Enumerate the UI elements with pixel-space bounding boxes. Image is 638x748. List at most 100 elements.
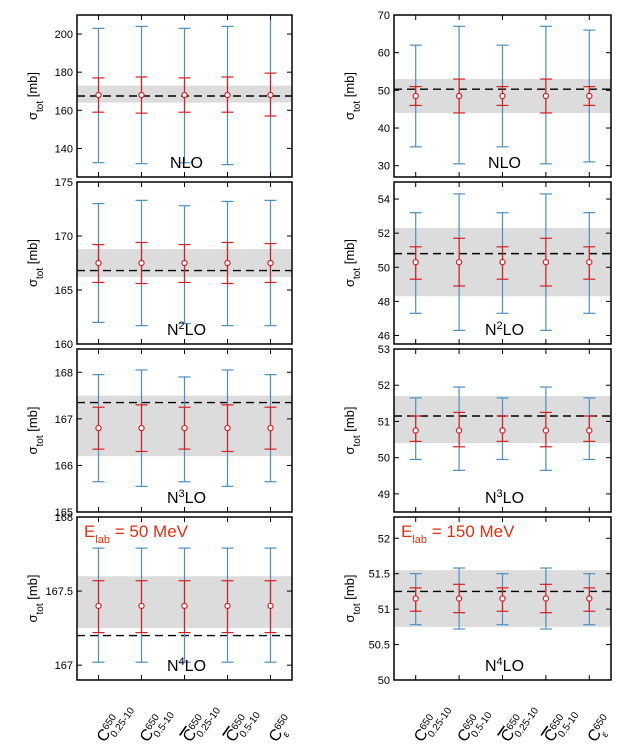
central-value-point — [586, 258, 593, 266]
central-value-point — [412, 258, 419, 266]
order-label: N3LO — [485, 488, 524, 507]
central-value-point — [267, 602, 274, 610]
order-label: N4LO — [485, 656, 524, 675]
energy-label: Elab = 50 MeV — [84, 522, 189, 546]
x-category-overline — [541, 726, 548, 736]
order-label-sup: 3 — [179, 488, 185, 500]
order-label-base: N — [485, 658, 497, 675]
order-label-sup: 4 — [179, 656, 185, 668]
y-tick-label: 54 — [378, 194, 390, 206]
order-label-rest: LO — [503, 322, 524, 339]
order-label-base: N — [488, 155, 500, 172]
y-axis-label-sub: tot — [352, 603, 363, 614]
order-label-rest: LO — [500, 155, 521, 172]
central-value-point — [586, 92, 593, 100]
central-value-point — [95, 259, 102, 267]
y-tick-label: 60 — [378, 48, 390, 60]
order-label-rest: LO — [503, 490, 524, 507]
y-tick-label: 70 — [378, 10, 390, 22]
y-tick-label: 50.5 — [369, 640, 390, 652]
central-value-point — [267, 259, 274, 267]
central-value-point — [542, 427, 550, 434]
y-axis-label-unit: [mb] — [25, 574, 40, 603]
y-tick-label: 167 — [55, 414, 73, 426]
y-axis-label-sub: tot — [35, 268, 46, 279]
y-axis-label-symbol: σ — [342, 112, 357, 120]
y-axis-label-symbol: σ — [25, 447, 40, 455]
energy-label-value: = 150 MeV — [427, 522, 515, 541]
order-label-base: N — [167, 490, 179, 507]
order-label: NLO — [170, 155, 203, 172]
y-axis-label-sub: tot — [35, 603, 46, 614]
y-tick-label: 52 — [378, 228, 390, 240]
order-label-rest: LO — [503, 658, 524, 675]
y-axis-label-symbol: σ — [342, 615, 357, 623]
order-label-rest: LO — [185, 658, 206, 675]
x-category-label: C6500.5-10 — [222, 703, 262, 748]
y-axis-label-symbol: σ — [25, 279, 40, 287]
central-value-point — [542, 595, 550, 602]
y-tick-label: 53 — [378, 344, 390, 356]
central-value-point — [455, 258, 463, 266]
order-label: N2LO — [167, 320, 206, 339]
y-axis-label-symbol: σ — [25, 615, 40, 623]
central-value-point — [499, 595, 506, 602]
central-value-point — [138, 259, 145, 267]
central-value-point — [267, 91, 274, 99]
x-category-overline — [498, 726, 505, 736]
central-value-point — [499, 258, 506, 266]
central-value-point — [181, 602, 188, 610]
y-tick-label: 200 — [55, 29, 73, 41]
x-category-overline — [180, 726, 187, 736]
central-value-point — [138, 424, 145, 432]
y-tick-label: 50 — [378, 85, 390, 97]
y-axis-label-unit: [mb] — [342, 406, 357, 435]
order-label-base: N — [485, 322, 497, 339]
central-value-point — [267, 424, 274, 432]
central-value-point — [224, 424, 231, 432]
panel-n2lo-left: 160 165 170 175 σtot [mb] N2LO — [25, 177, 293, 351]
y-axis-label-unit: [mb] — [342, 72, 357, 101]
order-label-base: N — [167, 658, 179, 675]
x-category-label: C6500.25-10 — [411, 699, 455, 748]
x-category-label: C6500.25-10 — [179, 699, 223, 748]
x-category-sub: ε — [280, 729, 292, 739]
central-value-point — [95, 424, 102, 432]
x-category-label: C6500.5-10 — [454, 703, 494, 748]
y-axis-label-sub: tot — [35, 101, 46, 112]
order-label-sup: 2 — [179, 320, 185, 332]
y-axis-label-unit: [mb] — [25, 72, 40, 101]
y-axis-label-sub: tot — [352, 435, 363, 446]
energy-label-sub: lab — [95, 534, 110, 546]
y-axis-label-sub: tot — [35, 435, 46, 446]
x-category-sub: ε — [599, 729, 611, 739]
order-label-rest: LO — [185, 322, 206, 339]
y-tick-label: 166 — [55, 460, 73, 472]
y-tick-label: 50 — [378, 262, 390, 274]
panel-n3lo-right: 49 50 51 52 53 σtot [mb] N3LO — [342, 344, 612, 513]
central-value-point — [542, 92, 550, 100]
central-value-point — [412, 595, 419, 602]
y-axis-label: σtot [mb] — [25, 239, 46, 287]
central-value-point — [455, 427, 463, 434]
panel-nlo-left: 140 160 180 200 σtot [mb] NLO — [25, 14, 293, 178]
y-tick-label: 160 — [55, 105, 73, 117]
y-tick-label: 40 — [378, 123, 390, 135]
y-tick-label: 52 — [378, 533, 390, 545]
y-axis-label-unit: [mb] — [342, 239, 357, 268]
order-label-sup: 3 — [497, 488, 503, 500]
y-tick-label: 170 — [55, 231, 73, 243]
y-axis-label: σtot [mb] — [342, 574, 363, 622]
panel-n4lo-right: 50 50.5 51 51.5 52 σtot [mb] N4LO Elab = 150 Me… — [342, 516, 612, 687]
order-label: NLO — [488, 155, 521, 172]
y-axis-label: σtot [mb] — [342, 239, 363, 287]
central-value-point — [542, 258, 550, 266]
y-tick-label: 175 — [55, 177, 73, 189]
order-label: N4LO — [167, 656, 206, 675]
central-value-point — [181, 91, 188, 99]
y-tick-label: 46 — [378, 330, 390, 342]
energy-label-value: = 50 MeV — [110, 522, 189, 541]
y-tick-label: 51 — [378, 604, 390, 616]
x-category-label: C650ε — [265, 712, 299, 748]
